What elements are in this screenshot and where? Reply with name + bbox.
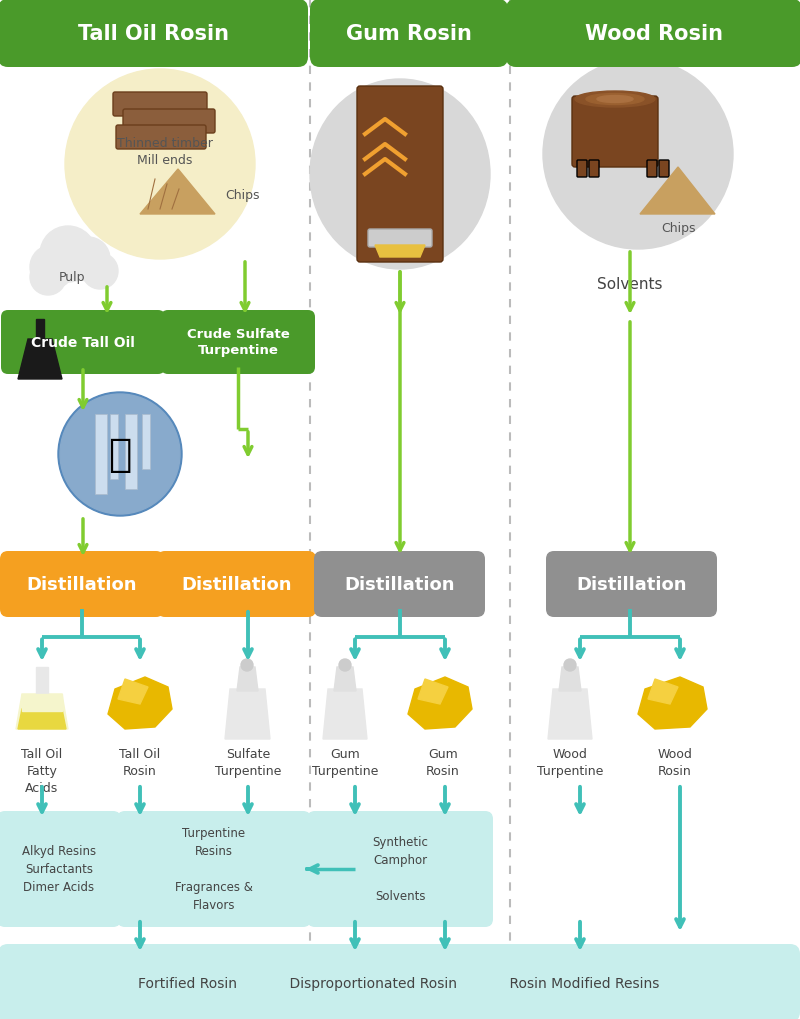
Circle shape [241, 659, 253, 672]
Text: Distillation: Distillation [576, 576, 686, 593]
FancyBboxPatch shape [659, 161, 669, 178]
Text: Wood
Turpentine: Wood Turpentine [537, 747, 603, 777]
Ellipse shape [586, 95, 644, 105]
FancyBboxPatch shape [110, 415, 118, 480]
Polygon shape [225, 689, 270, 739]
FancyBboxPatch shape [1, 311, 165, 375]
Circle shape [339, 659, 351, 672]
FancyBboxPatch shape [572, 97, 658, 168]
Text: Pulp: Pulp [58, 271, 86, 284]
Text: Wood Rosin: Wood Rosin [585, 24, 723, 44]
Text: Wood
Rosin: Wood Rosin [658, 747, 693, 777]
FancyBboxPatch shape [116, 126, 206, 150]
FancyBboxPatch shape [310, 0, 508, 68]
Polygon shape [237, 667, 258, 691]
FancyBboxPatch shape [314, 551, 485, 618]
Text: Thinned timber
Mill ends: Thinned timber Mill ends [117, 137, 213, 167]
Circle shape [30, 260, 66, 296]
FancyBboxPatch shape [577, 161, 587, 178]
FancyBboxPatch shape [647, 161, 657, 178]
FancyBboxPatch shape [0, 811, 121, 927]
Ellipse shape [65, 70, 255, 260]
Ellipse shape [597, 97, 633, 103]
FancyBboxPatch shape [546, 551, 717, 618]
Circle shape [66, 237, 110, 281]
Polygon shape [648, 680, 678, 704]
FancyBboxPatch shape [307, 811, 493, 927]
FancyBboxPatch shape [0, 551, 164, 618]
Text: Tall Oil
Rosin: Tall Oil Rosin [119, 747, 161, 777]
Polygon shape [18, 339, 62, 380]
Polygon shape [334, 667, 356, 691]
Polygon shape [640, 168, 715, 215]
Polygon shape [375, 246, 425, 258]
Circle shape [60, 394, 180, 515]
Text: Fortified Rosin            Disproportionated Rosin            Rosin Modified Res: Fortified Rosin Disproportionated Rosin … [138, 976, 660, 990]
Polygon shape [18, 709, 66, 730]
FancyBboxPatch shape [123, 110, 215, 133]
FancyBboxPatch shape [368, 229, 432, 248]
Text: 🏭: 🏭 [108, 435, 132, 474]
FancyBboxPatch shape [506, 0, 800, 68]
Polygon shape [118, 680, 148, 704]
Text: Crude Sulfate
Turpentine: Crude Sulfate Turpentine [186, 328, 290, 357]
FancyBboxPatch shape [113, 93, 207, 117]
Text: Alkyd Resins
Surfactants
Dimer Acids: Alkyd Resins Surfactants Dimer Acids [22, 845, 96, 894]
Polygon shape [408, 678, 472, 730]
Text: Tall Oil
Fatty
Acids: Tall Oil Fatty Acids [22, 747, 62, 794]
Circle shape [564, 659, 576, 672]
Polygon shape [548, 689, 592, 739]
Text: Tall Oil Rosin: Tall Oil Rosin [78, 24, 229, 44]
Text: Gum
Rosin: Gum Rosin [426, 747, 460, 777]
Polygon shape [22, 694, 62, 711]
Ellipse shape [310, 79, 490, 270]
Polygon shape [108, 678, 172, 730]
Text: Gum
Turpentine: Gum Turpentine [312, 747, 378, 777]
Text: Chips: Chips [225, 189, 259, 202]
FancyBboxPatch shape [357, 87, 443, 263]
FancyBboxPatch shape [95, 415, 107, 494]
FancyBboxPatch shape [142, 415, 150, 470]
Polygon shape [323, 689, 367, 739]
Polygon shape [559, 667, 581, 691]
Text: Distillation: Distillation [344, 576, 454, 593]
Polygon shape [140, 170, 215, 215]
Circle shape [40, 227, 96, 282]
Polygon shape [418, 680, 448, 704]
FancyBboxPatch shape [0, 0, 308, 68]
FancyBboxPatch shape [0, 944, 800, 1019]
Polygon shape [36, 667, 48, 696]
Text: Synthetic
Camphor

Solvents: Synthetic Camphor Solvents [372, 836, 428, 903]
FancyBboxPatch shape [589, 161, 599, 178]
FancyBboxPatch shape [125, 415, 137, 489]
Ellipse shape [575, 92, 655, 108]
Text: Crude Tall Oil: Crude Tall Oil [31, 335, 135, 350]
Text: Distillation: Distillation [182, 576, 292, 593]
Text: Turpentine
Resins

Fragrances &
Flavors: Turpentine Resins Fragrances & Flavors [175, 826, 253, 912]
Ellipse shape [543, 60, 733, 250]
FancyBboxPatch shape [157, 551, 316, 618]
FancyBboxPatch shape [117, 811, 311, 927]
Text: Chips: Chips [661, 222, 695, 234]
Polygon shape [638, 678, 707, 730]
Circle shape [30, 246, 74, 289]
FancyBboxPatch shape [161, 311, 315, 375]
Text: Sulfate
Turpentine: Sulfate Turpentine [215, 747, 281, 777]
Polygon shape [16, 694, 68, 730]
Circle shape [58, 392, 182, 517]
Circle shape [82, 254, 118, 289]
Text: Distillation: Distillation [26, 576, 138, 593]
Text: Gum Rosin: Gum Rosin [346, 24, 472, 44]
Text: Solvents: Solvents [598, 277, 662, 292]
Polygon shape [36, 320, 44, 341]
